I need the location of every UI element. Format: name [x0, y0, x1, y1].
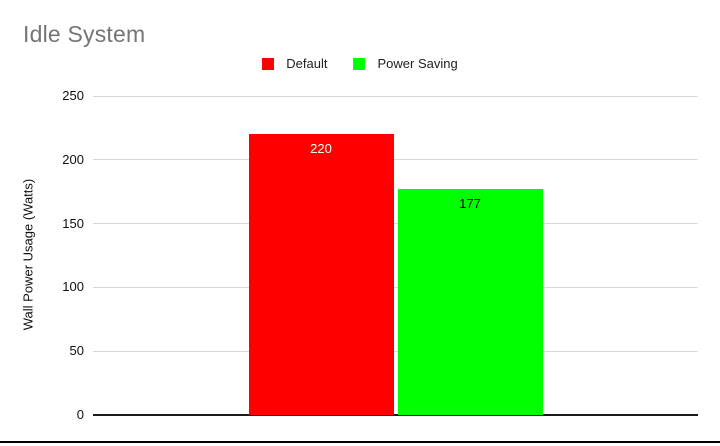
gridline: [93, 286, 698, 288]
gridline: [93, 223, 698, 225]
legend-swatch-icon: [353, 57, 366, 70]
legend-label: Default: [286, 56, 328, 71]
y-axis-tick-label: 200: [62, 151, 84, 167]
bottom-border: [0, 441, 720, 443]
bar-value-label: 177: [459, 196, 481, 212]
legend-item-power-saving: Power Saving: [353, 56, 458, 71]
bar-value-label: 220: [310, 141, 332, 157]
legend-swatch-icon: [262, 57, 275, 70]
y-axis-tick-label: 0: [76, 407, 84, 422]
x-axis-line: [93, 414, 698, 416]
gridline: [93, 350, 698, 352]
legend-label: Power Saving: [377, 56, 458, 71]
bar-default: 220: [248, 134, 394, 415]
y-axis-tick-label: 150: [62, 215, 84, 231]
legend-item-default: Default: [262, 56, 327, 71]
bar-power-saving: 177: [397, 189, 543, 415]
legend: Default Power Saving: [0, 56, 720, 71]
chart-title: Idle System: [23, 21, 146, 47]
gridline: [93, 159, 698, 161]
y-axis-tick-label: 100: [62, 279, 84, 295]
y-axis-tick-label: 250: [62, 88, 84, 103]
plot-area: 220 177: [93, 95, 698, 416]
y-axis-tick-label: 50: [69, 343, 84, 359]
y-axis-title: Wall Power Usage (Watts): [20, 178, 36, 331]
gridline: [93, 95, 698, 97]
